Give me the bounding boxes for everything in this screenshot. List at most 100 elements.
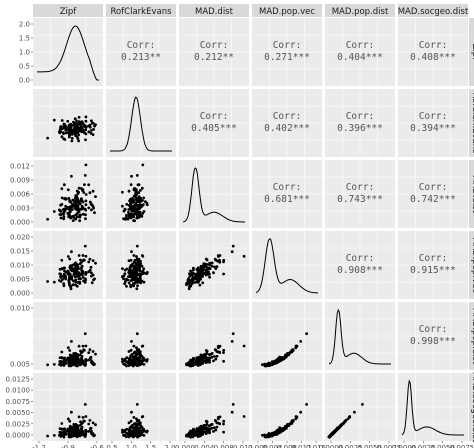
point [218,422,221,425]
point [66,346,70,350]
point [89,131,93,135]
point [90,281,94,285]
point [62,356,65,360]
point [64,204,68,208]
point [84,208,88,212]
point [193,275,197,278]
panel-r4-c3 [252,302,322,370]
point [216,254,220,257]
point [77,133,80,137]
point [60,119,64,122]
panel-r1-c0 [33,89,103,157]
point [137,199,141,203]
point [87,358,91,362]
point [93,277,96,281]
strip-row-mad-socgeo-dist: MAD.socgeo.dist [469,372,474,443]
panel-r0-c0 [33,18,103,86]
x-tick-label: 0.0025 [411,444,436,448]
point [135,271,139,275]
point [132,284,136,288]
point [122,209,126,213]
point [69,216,73,220]
point [192,266,195,270]
point [203,352,207,356]
point [242,415,246,418]
corr-value: 0.743*** [337,194,383,205]
point [127,435,131,439]
point [192,356,195,360]
point [145,272,149,275]
point [137,195,141,199]
point [62,427,65,431]
point [283,426,287,430]
density-curve [401,379,464,436]
point [77,190,80,194]
point [212,430,215,433]
point [68,211,71,214]
corr-label: Corr: [419,111,448,122]
point [132,344,136,348]
point [215,354,219,358]
point [188,360,192,364]
point [137,348,141,352]
panel-r3-c0 [33,231,103,299]
strip-col-zipf: Zipf [33,4,103,17]
point [52,363,56,366]
x-tick-label: -0.9 [61,444,75,448]
point [46,136,49,140]
y-tick-label: 0.012 [10,163,30,171]
panel-r3-c5: Corr:0.915*** [398,231,468,299]
point [353,410,356,414]
density-curve [328,308,391,365]
point [87,183,91,187]
point [214,428,218,432]
point [84,199,88,203]
point [87,260,91,264]
point [76,122,80,125]
point [77,428,80,432]
point [77,208,80,211]
point [142,280,146,284]
point [70,277,74,281]
point [135,332,139,336]
panel-r5-c2 [179,373,249,441]
point [203,359,207,363]
point [66,427,70,431]
point [141,199,144,202]
point [187,363,191,367]
panel-r3-c1 [106,231,176,299]
point [212,359,215,363]
point [137,272,141,276]
point [60,135,64,139]
point [348,416,351,419]
point [145,430,149,434]
point [94,195,97,199]
point [70,208,74,212]
point [84,163,88,167]
point [286,423,290,427]
point [84,433,87,437]
point [69,125,73,129]
point [126,211,130,214]
point [90,121,94,125]
point [222,351,225,354]
strip-label: MAD.pop.dist [470,308,474,365]
point [129,359,133,362]
point [89,355,93,359]
point [74,280,78,284]
point [139,213,142,217]
point [60,127,64,131]
point [196,266,200,270]
panel-r4-c5: Corr:0.998*** [398,302,468,370]
x-tick-label: 1.5 [145,444,156,448]
x-tick-label: 0.008 [214,444,234,448]
point [67,277,71,281]
point [139,433,142,437]
point [84,430,88,433]
point [132,254,136,257]
point [213,426,216,430]
point [75,129,78,133]
point [141,359,144,363]
point [71,219,75,223]
x-tick-label: 0.000 [175,444,195,448]
